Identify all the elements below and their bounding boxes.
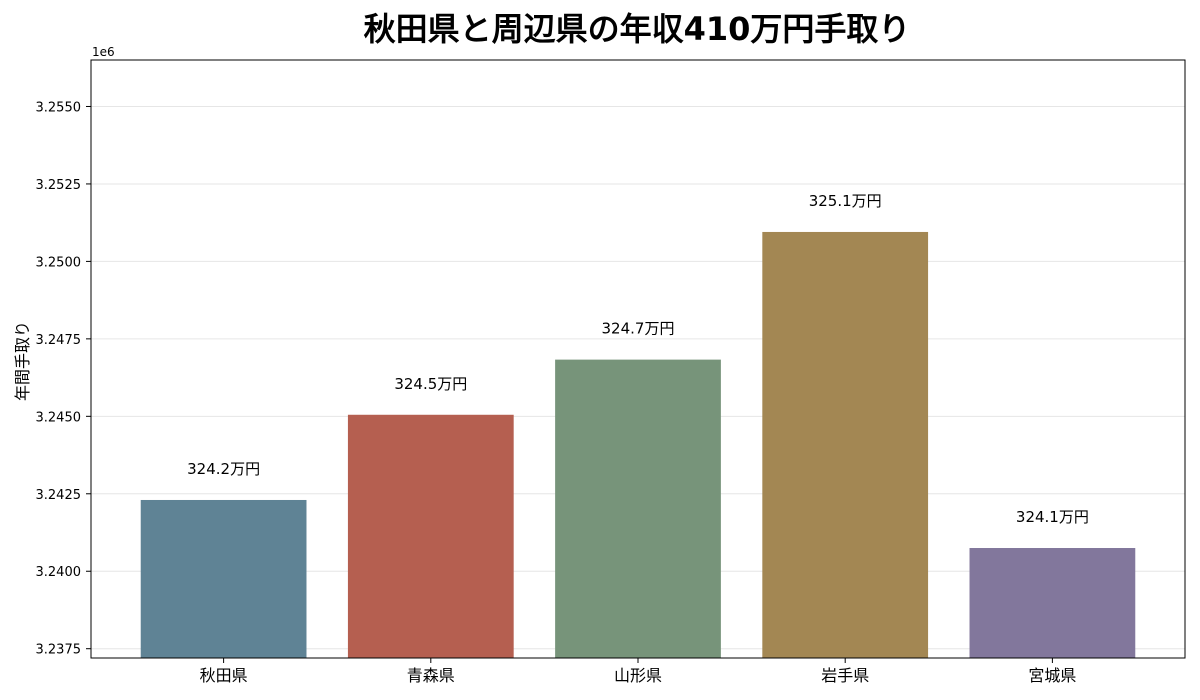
y-axis-label: 年間手取り bbox=[13, 321, 32, 401]
x-tick-label: 岩手県 bbox=[821, 666, 869, 685]
bar bbox=[969, 548, 1136, 658]
bar-value-label: 324.5万円 bbox=[394, 375, 467, 393]
chart-title: 秋田県と周辺県の年収410万円手取り bbox=[364, 10, 911, 48]
bar-value-label: 324.2万円 bbox=[187, 460, 260, 478]
y-tick-label: 3.2500 bbox=[36, 255, 82, 270]
bars bbox=[140, 231, 1136, 658]
bar bbox=[140, 499, 307, 658]
y-axis-ticks: 3.2375 3.2400 3.2425 3.2450 3.2475 3.2500 3.25… bbox=[36, 100, 91, 658]
bar-value-label: 324.7万円 bbox=[602, 320, 675, 338]
bar bbox=[555, 359, 721, 658]
y-tick-label: 3.2525 bbox=[36, 178, 82, 193]
bar-value-label: 325.1万円 bbox=[809, 192, 882, 210]
y-tick-label: 3.2375 bbox=[36, 643, 82, 658]
x-tick-label: 青森県 bbox=[407, 666, 455, 685]
x-tick-label: 秋田県 bbox=[200, 666, 248, 685]
y-tick-label: 3.2550 bbox=[36, 100, 82, 115]
bar-value-label: 324.1万円 bbox=[1016, 508, 1089, 526]
bar bbox=[762, 231, 929, 658]
y-axis-offset-label: 1e6 bbox=[92, 45, 115, 59]
x-tick-label: 宮城県 bbox=[1028, 666, 1076, 685]
plot-frame bbox=[90, 59, 1186, 659]
y-tick-label: 3.2450 bbox=[36, 410, 82, 425]
x-axis-ticks: 秋田県 青森県 山形県 岩手県 宮城県 bbox=[200, 658, 1076, 685]
data-labels: 324.2万円 324.5万円 324.7万円 325.1万円 324.1万円 bbox=[187, 192, 1089, 526]
bar bbox=[347, 414, 514, 658]
y-tick-label: 3.2400 bbox=[36, 565, 82, 580]
y-tick-label: 3.2425 bbox=[36, 488, 82, 503]
y-tick-label: 3.2475 bbox=[36, 333, 82, 348]
x-tick-label: 山形県 bbox=[614, 666, 662, 685]
